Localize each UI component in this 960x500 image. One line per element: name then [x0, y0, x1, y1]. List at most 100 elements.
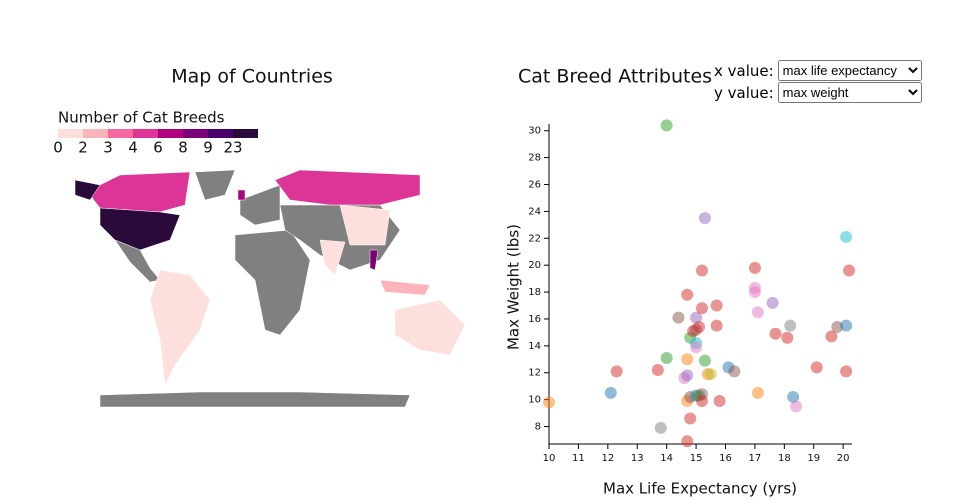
point	[840, 319, 853, 332]
map-title: Map of Countries	[171, 66, 333, 88]
point	[681, 369, 694, 382]
legend-title: Number of Cat Breeds	[58, 109, 225, 127]
point	[543, 396, 555, 409]
point	[781, 331, 794, 344]
y-axis-label: Max Weight (lbs)	[505, 224, 523, 350]
x-axis-label: Max Life Expectancy (yrs)	[603, 480, 797, 498]
x-select[interactable]: max life expectancy	[777, 60, 922, 81]
legend-label: 2	[78, 139, 88, 157]
country	[239, 184, 281, 226]
point	[790, 400, 803, 413]
x-tick-label: 19	[807, 453, 820, 464]
country	[99, 207, 181, 251]
country	[74, 179, 101, 201]
country	[99, 391, 411, 408]
legend-swatch	[83, 129, 108, 138]
point	[681, 353, 694, 366]
scatter-title: Cat Breed Attributes	[518, 66, 712, 88]
point	[843, 264, 856, 277]
y-tick-label: 28	[528, 153, 541, 164]
legend-swatch	[183, 129, 208, 138]
point	[681, 288, 694, 301]
legend-swatch	[133, 129, 158, 138]
point	[728, 365, 741, 378]
legend-label: 0	[53, 139, 63, 157]
y-tick-label: 14	[528, 341, 541, 352]
point	[651, 364, 664, 377]
y-tick-label: 30	[528, 126, 541, 137]
y-tick-label: 12	[528, 368, 541, 379]
point	[654, 421, 667, 434]
point	[713, 394, 726, 407]
legend-label: 4	[128, 139, 138, 157]
country	[274, 169, 421, 206]
legend-label: 8	[178, 139, 188, 157]
point	[690, 341, 703, 354]
point	[698, 212, 711, 225]
y-tick-label: 10	[528, 395, 541, 406]
country	[379, 279, 431, 296]
point	[840, 365, 853, 378]
legend-swatch	[58, 129, 83, 138]
point	[698, 354, 711, 367]
point	[693, 321, 706, 334]
y-tick-label: 16	[528, 314, 541, 325]
point	[672, 311, 685, 324]
y-tick-label: 24	[528, 206, 541, 217]
legend-label: 9	[203, 139, 213, 157]
point	[840, 230, 853, 243]
x-tick-label: 16	[719, 453, 732, 464]
y-tick-label: 22	[528, 233, 541, 244]
control-label: y value:	[714, 83, 774, 102]
point	[610, 365, 623, 378]
legend-swatch	[208, 129, 233, 138]
legend-swatch	[233, 129, 258, 138]
country	[339, 204, 391, 246]
x-tick-label: 10	[543, 453, 556, 464]
x-tick-label: 17	[749, 453, 762, 464]
point	[751, 306, 764, 319]
point	[604, 386, 617, 399]
y-tick-label: 20	[528, 260, 541, 271]
y-tick-label: 8	[535, 422, 541, 433]
legend-swatch	[108, 129, 133, 138]
point	[660, 119, 673, 132]
control-label: x value:	[714, 61, 774, 80]
point	[769, 327, 782, 340]
point	[695, 302, 708, 315]
country	[319, 239, 346, 276]
point	[710, 299, 723, 312]
point	[681, 435, 694, 448]
point	[710, 319, 723, 332]
y-select[interactable]: max weight	[777, 82, 922, 103]
country	[234, 229, 311, 336]
point	[690, 311, 703, 324]
country	[237, 189, 246, 201]
point	[748, 261, 761, 274]
legend-label: 23	[223, 139, 242, 157]
country	[149, 269, 211, 386]
world-map	[74, 169, 466, 408]
x-control: x value: max life expectancy	[714, 60, 922, 81]
x-tick-label: 18	[778, 453, 791, 464]
point	[784, 319, 797, 332]
legend-swatch	[158, 129, 183, 138]
country	[89, 171, 191, 213]
y-tick-label: 18	[528, 287, 541, 298]
point	[787, 390, 800, 403]
x-tick-label: 20	[837, 453, 850, 464]
country	[369, 249, 379, 271]
point	[766, 296, 779, 309]
country	[394, 299, 466, 356]
point	[695, 264, 708, 277]
country	[194, 169, 236, 201]
legend-label: 3	[103, 139, 113, 157]
y-control: y value: max weight	[714, 82, 922, 103]
point	[825, 330, 838, 343]
point	[704, 368, 717, 381]
x-tick-label: 13	[631, 453, 644, 464]
x-tick-label: 15	[690, 453, 703, 464]
point	[810, 361, 823, 374]
